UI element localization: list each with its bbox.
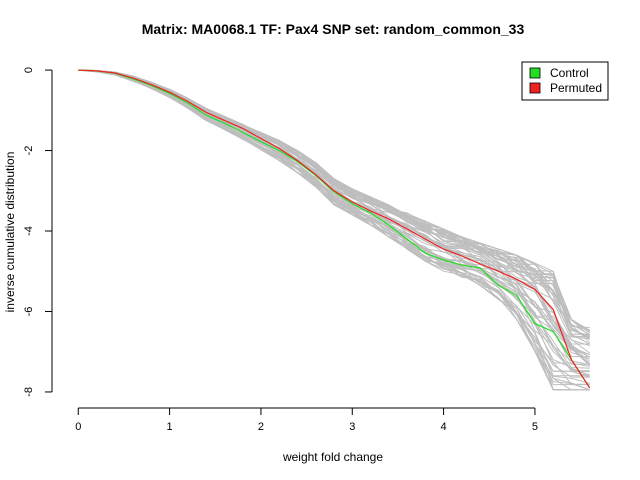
x-tick-label: 5	[532, 421, 538, 433]
background-line	[78, 69, 590, 372]
background-line	[78, 69, 590, 372]
background-line	[78, 69, 590, 369]
background-line	[78, 69, 590, 391]
background-line	[78, 69, 591, 365]
y-tick-label: -4	[23, 226, 35, 236]
background-line	[78, 69, 590, 384]
background-line	[78, 69, 590, 376]
y-tick-label: -2	[23, 146, 35, 156]
background-line	[78, 69, 590, 391]
y-tick-label: -8	[23, 387, 35, 397]
y-tick-label: 0	[23, 67, 35, 73]
background-lines	[78, 69, 591, 391]
background-line	[78, 69, 590, 391]
x-tick-label: 3	[349, 421, 355, 433]
background-line	[78, 69, 590, 366]
x-axis-label: weight fold change	[282, 450, 383, 464]
background-line	[78, 69, 591, 363]
background-line	[78, 69, 590, 391]
background-line	[78, 69, 590, 373]
background-line	[78, 69, 590, 391]
series-lines	[78, 69, 591, 389]
background-line	[78, 69, 590, 386]
axes: 0 1 2 3 4 5 0 -2 -4 -6 -8	[23, 67, 538, 433]
chart-title: Matrix: MA0068.1 TF: Pax4 SNP set: rando…	[142, 21, 525, 37]
background-line	[78, 69, 590, 355]
background-line	[78, 69, 590, 391]
background-line	[78, 69, 590, 365]
background-line	[78, 69, 590, 391]
background-line	[78, 69, 590, 356]
background-line	[78, 69, 590, 385]
legend-swatch-control	[529, 67, 541, 79]
background-line	[78, 69, 591, 344]
background-line	[78, 69, 590, 337]
background-line	[78, 69, 590, 347]
background-line	[78, 69, 590, 378]
legend-label-control: Control	[550, 66, 589, 80]
background-line	[78, 69, 590, 334]
background-line	[78, 69, 590, 377]
background-line	[78, 69, 590, 367]
x-tick-label: 1	[167, 421, 173, 433]
x-tick-label: 0	[75, 421, 81, 433]
y-tick-label: -6	[23, 307, 35, 317]
legend-label-permuted: Permuted	[550, 81, 602, 95]
background-line	[78, 69, 590, 378]
legend-swatch-permuted	[529, 82, 541, 94]
background-line	[78, 69, 590, 377]
background-line	[78, 69, 591, 365]
x-tick-label: 2	[258, 421, 264, 433]
background-line	[78, 69, 591, 365]
series-line-control	[78, 69, 591, 389]
series-line-permuted	[78, 69, 591, 389]
x-tick-label: 4	[441, 421, 447, 433]
y-axis-label: inverse cumulative distribution	[3, 152, 17, 313]
background-line	[78, 69, 590, 377]
background-line	[78, 69, 591, 366]
